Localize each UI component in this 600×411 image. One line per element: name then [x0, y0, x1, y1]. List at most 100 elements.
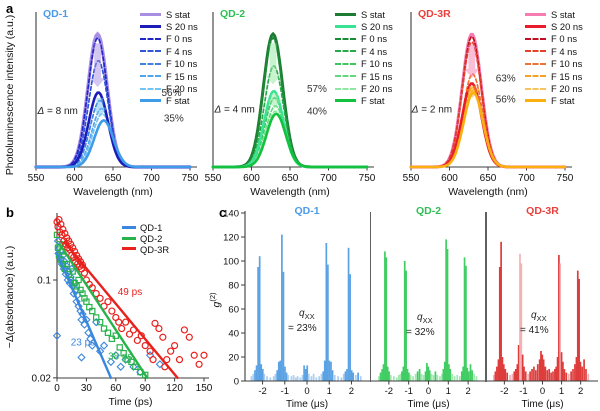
svg-text:56%: 56% — [162, 88, 182, 99]
svg-text:0: 0 — [304, 386, 309, 397]
legend-line-sample — [335, 75, 356, 78]
legend-line-sample — [335, 99, 356, 103]
svg-text:2: 2 — [465, 386, 470, 397]
qxx-symbol: qXX — [299, 308, 315, 321]
legend-line-sample — [525, 25, 546, 29]
chart-decay-scatter: 0.1 0.020 30 60 90 120 150 Time (ps) 23 ps 38 ps 4… — [32, 213, 213, 408]
legend-label: F stat — [551, 95, 575, 107]
legend-item: S 20 ns — [335, 20, 393, 32]
legend-label: S stat — [551, 8, 575, 20]
legend-line-sample — [122, 236, 136, 240]
panel-label-b: b — [6, 205, 14, 220]
panel-label-a: a — [6, 1, 14, 16]
legend-item: F 4 ns — [525, 45, 583, 57]
svg-text:0: 0 — [540, 386, 545, 397]
legend-item: F 20 ns — [525, 82, 583, 94]
legend-line-sample — [525, 37, 546, 40]
svg-text:QD-3R: QD-3R — [418, 8, 451, 20]
svg-text:650: 650 — [282, 173, 299, 184]
legend-item: F 4 ns — [140, 45, 198, 57]
svg-text:Wavelength (nm): Wavelength (nm) — [448, 186, 528, 198]
legend-label: S stat — [361, 8, 385, 20]
svg-text:Δ = 2 nm: Δ = 2 nm — [411, 104, 452, 115]
legend-label: S stat — [166, 8, 190, 20]
svg-text:550: 550 — [205, 173, 222, 184]
svg-text:Time (μs): Time (μs) — [286, 399, 328, 410]
legend-label: F 0 ns — [361, 33, 388, 45]
svg-text:2: 2 — [349, 386, 354, 397]
svg-text:650: 650 — [105, 173, 122, 184]
legend-label: QD-1 — [140, 221, 163, 233]
svg-text:1: 1 — [327, 386, 332, 397]
svg-text:550: 550 — [403, 173, 420, 184]
qxx-annotation-qd1: qXX = 23% — [288, 308, 317, 334]
svg-text:49 ps: 49 ps — [118, 287, 142, 298]
legend-item: S stat — [335, 8, 393, 20]
svg-text:700: 700 — [320, 173, 337, 184]
legend-label: F stat — [166, 95, 190, 107]
legend-label: F 15 ns — [361, 70, 393, 82]
legend-line-sample — [525, 62, 546, 65]
svg-text:QD-1: QD-1 — [294, 205, 319, 217]
svg-text:2: 2 — [578, 386, 583, 397]
legend-item: F stat — [525, 95, 583, 107]
legend-line-sample — [140, 99, 161, 103]
legend-label: S 20 ns — [361, 21, 393, 33]
svg-text:40%: 40% — [307, 107, 327, 118]
chart-g2-qd3r: -2 -1 0 1 2 Time (μs) QD-3R — [485, 205, 598, 410]
svg-text:700: 700 — [143, 173, 160, 184]
svg-text:60: 60 — [228, 305, 239, 316]
legend-line-sample — [140, 25, 161, 29]
legend-item: F 15 ns — [335, 70, 393, 82]
svg-text:80: 80 — [228, 281, 239, 292]
panel-label-c: c — [219, 205, 227, 220]
legend-line-sample — [140, 62, 161, 65]
legend-item: S stat — [525, 8, 583, 20]
svg-text:56%: 56% — [496, 95, 516, 106]
qxx-value: = 32% — [406, 326, 435, 338]
panel-separator — [369, 212, 371, 382]
svg-text:120: 120 — [223, 233, 239, 244]
legend-item: F 20 ns — [335, 82, 393, 94]
legend-line-sample — [335, 50, 356, 53]
legend-label: F 20 ns — [551, 83, 583, 95]
svg-text:23 ps: 23 ps — [71, 338, 95, 349]
svg-text:1: 1 — [446, 386, 451, 397]
qxx-value: = 41% — [520, 324, 549, 336]
svg-text:600: 600 — [441, 173, 458, 184]
svg-text:QD-3R: QD-3R — [526, 205, 559, 217]
legend-label: F 10 ns — [551, 58, 583, 70]
legend-label: S 20 ns — [551, 21, 583, 33]
legend-label: S 20 ns — [166, 21, 198, 33]
qxx-symbol: qXX — [531, 310, 547, 323]
legend-label: F stat — [361, 95, 385, 107]
legend-line-sample — [525, 87, 546, 90]
svg-text:-1: -1 — [519, 386, 527, 397]
legend-line-sample — [140, 50, 161, 53]
legend-line-sample — [525, 50, 546, 53]
svg-text:Time (μs): Time (μs) — [407, 399, 449, 410]
svg-text:600: 600 — [243, 173, 260, 184]
svg-text:-2: -2 — [258, 386, 266, 397]
svg-text:Wavelength (nm): Wavelength (nm) — [250, 186, 330, 198]
legend-spectrum-qd2: S stat S 20 ns F 0 ns F 4 ns F 10 ns F 15 ns F… — [335, 8, 393, 107]
svg-text:700: 700 — [518, 173, 535, 184]
svg-text:30: 30 — [81, 383, 93, 394]
legend-line-sample — [335, 62, 356, 65]
legend-item: F stat — [335, 95, 393, 107]
svg-text:-2: -2 — [500, 386, 508, 397]
legend-label: F 20 ns — [166, 83, 198, 95]
svg-text:63%: 63% — [496, 73, 516, 84]
svg-text:QD-2: QD-2 — [416, 205, 441, 217]
svg-text:750: 750 — [359, 173, 376, 184]
legend-label: QD-3R — [140, 243, 170, 255]
legend-item: S stat — [140, 8, 198, 20]
legend-item: F 15 ns — [140, 70, 198, 82]
chart-g2-qd2: -2 -1 0 1 2 Time (μs) QD-2 — [369, 205, 486, 410]
svg-text:35%: 35% — [164, 113, 184, 124]
qxx-value: = 23% — [288, 322, 317, 334]
svg-text:0: 0 — [54, 383, 60, 394]
svg-text:40: 40 — [228, 329, 239, 340]
svg-text:60: 60 — [110, 383, 122, 394]
